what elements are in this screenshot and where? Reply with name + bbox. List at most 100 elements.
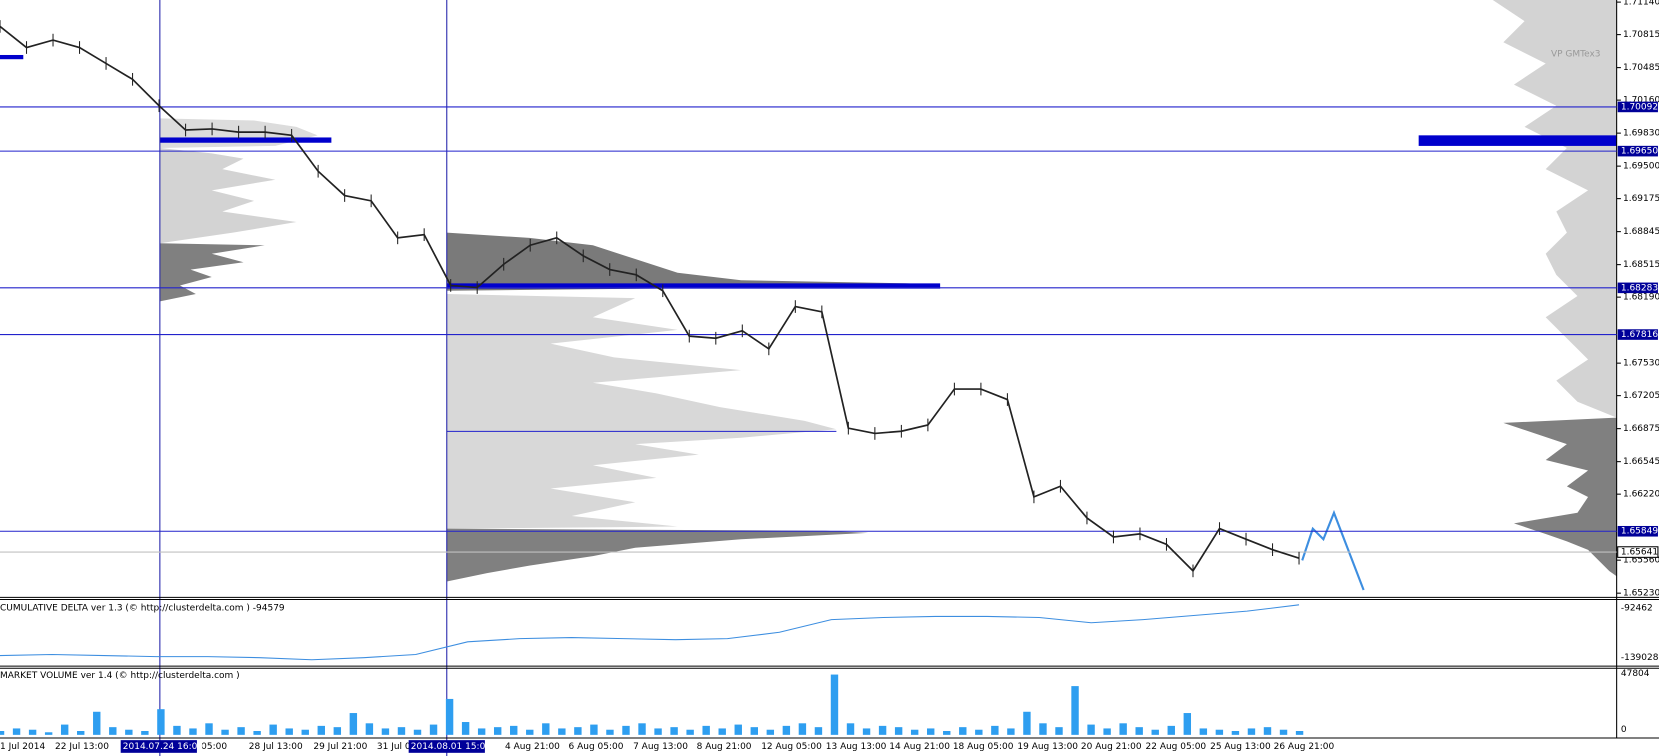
indicator-label: VP GMTex3 <box>1551 49 1601 59</box>
date-label: 8 Aug 21:00 <box>697 742 752 752</box>
price-tick-label: 1.69175 <box>1623 194 1659 204</box>
volume-bar <box>894 727 903 735</box>
volume-bar <box>189 728 197 735</box>
volume-bar <box>943 731 951 735</box>
level-label: 1.70092 <box>1621 102 1658 112</box>
volume-bar <box>28 729 37 735</box>
price-tick-label: 1.67530 <box>1623 359 1659 369</box>
price-tick-label: 1.71140 <box>1623 0 1659 8</box>
volume-bar <box>1295 731 1304 735</box>
profile-dark <box>159 243 265 302</box>
volume-bar <box>750 727 758 735</box>
highlighted-date: 2014.07.24 16:00 <box>123 742 204 752</box>
price-tick-label: 1.66220 <box>1623 490 1659 500</box>
date-label: 22 Jul 13:00 <box>55 742 109 752</box>
date-label: 14 Aug 21:00 <box>889 742 950 752</box>
volume-bar <box>1023 711 1031 735</box>
price-tick-label: 1.65560 <box>1623 556 1659 566</box>
date-label: 26 Aug 21:00 <box>1274 742 1335 752</box>
volume-bar <box>814 727 823 735</box>
volume-bar <box>1279 729 1288 735</box>
volume-bar <box>365 723 374 735</box>
volume-bar <box>1231 731 1240 735</box>
volume-bar <box>926 728 935 735</box>
level-label: 1.67816 <box>1621 330 1658 340</box>
date-label: 4 Aug 21:00 <box>505 742 560 752</box>
date-label: 18 Aug 05:00 <box>953 742 1014 752</box>
volume-bar <box>237 727 245 735</box>
volume-bar <box>830 674 839 735</box>
volume-bar <box>77 731 85 735</box>
price-tick-label: 1.70485 <box>1623 63 1659 73</box>
date-label: 12 Aug 05:00 <box>761 742 822 752</box>
volume-bar <box>558 728 566 735</box>
volume-bar <box>878 725 887 735</box>
volume-bar <box>670 727 678 735</box>
volume-bar <box>221 729 229 735</box>
poc-bar <box>1418 135 1617 146</box>
volume-bar <box>60 724 69 735</box>
price-tick-label: 1.70815 <box>1623 30 1659 40</box>
volume-bar <box>93 711 101 735</box>
poc-bar <box>159 137 332 143</box>
date-label: 22 Aug 05:00 <box>1146 742 1207 752</box>
delta-line <box>0 604 1300 661</box>
volume-bar <box>654 728 662 735</box>
volume-bar <box>975 729 983 735</box>
volume-bar <box>301 729 309 735</box>
date-label: 28 Jul 13:00 <box>249 742 303 752</box>
volume-bar <box>1183 713 1192 735</box>
volume-bar <box>686 729 694 735</box>
volume-bar <box>173 725 181 735</box>
current-price-box <box>1617 546 1659 558</box>
price-tick-label: 1.65230 <box>1623 589 1659 599</box>
volume-bar <box>285 728 293 735</box>
volume-bar <box>429 724 438 735</box>
volume-bar <box>1055 727 1063 735</box>
volume-tick-label: 47804 <box>1621 669 1650 679</box>
price-tick-label: 1.68190 <box>1623 293 1659 303</box>
volume-bar <box>349 713 358 735</box>
date-highlight <box>408 740 485 753</box>
volume-bar <box>205 723 213 735</box>
volume-bar <box>125 729 133 735</box>
volume-bar <box>477 728 486 735</box>
date-label: 13 Aug 13:00 <box>826 742 887 752</box>
volume-bar <box>269 724 277 735</box>
volume-bar <box>397 727 406 735</box>
volume-bar <box>510 725 518 735</box>
volume-bar <box>846 723 855 735</box>
volume-bar <box>1119 723 1127 735</box>
volume-bar <box>542 723 550 735</box>
profile-dark <box>446 232 911 291</box>
volume-bar <box>798 723 807 735</box>
price-tick-label: 1.68515 <box>1623 260 1659 270</box>
volume-bar <box>461 722 470 735</box>
volume-bar <box>413 729 422 735</box>
volume-title: MARKET VOLUME ver 1.4 (© http://clusterd… <box>0 671 240 681</box>
delta-tick-label: -92462 <box>1621 603 1653 613</box>
volume-profiles <box>0 0 1617 582</box>
current-price-label: 1.65641 <box>1621 548 1658 558</box>
price-tick-label: 1.67205 <box>1623 391 1659 401</box>
volume-bar <box>1135 727 1143 735</box>
volume-bar <box>253 731 261 735</box>
highlighted-date: 2014.08.01 15:00 <box>411 742 492 752</box>
price-tick-label: 1.66545 <box>1623 457 1659 467</box>
date-label: 29 Jul 21:00 <box>313 742 367 752</box>
volume-bar <box>1247 728 1256 735</box>
volume-bar <box>1039 723 1047 735</box>
volume-bar <box>590 724 598 735</box>
forecast-line <box>1301 509 1365 591</box>
volume-bar <box>1199 728 1208 735</box>
date-label: 6 Aug 05:00 <box>569 742 624 752</box>
volume-bar <box>1263 727 1272 735</box>
date-label: 25 Aug 13:00 <box>1210 742 1271 752</box>
volume-bar <box>622 725 630 735</box>
level-box <box>1617 329 1658 340</box>
delta-tick-label: -139028 <box>1621 653 1659 663</box>
volume-tick-label: 0 <box>1621 725 1627 735</box>
date-label: 7 Aug 13:00 <box>633 742 688 752</box>
